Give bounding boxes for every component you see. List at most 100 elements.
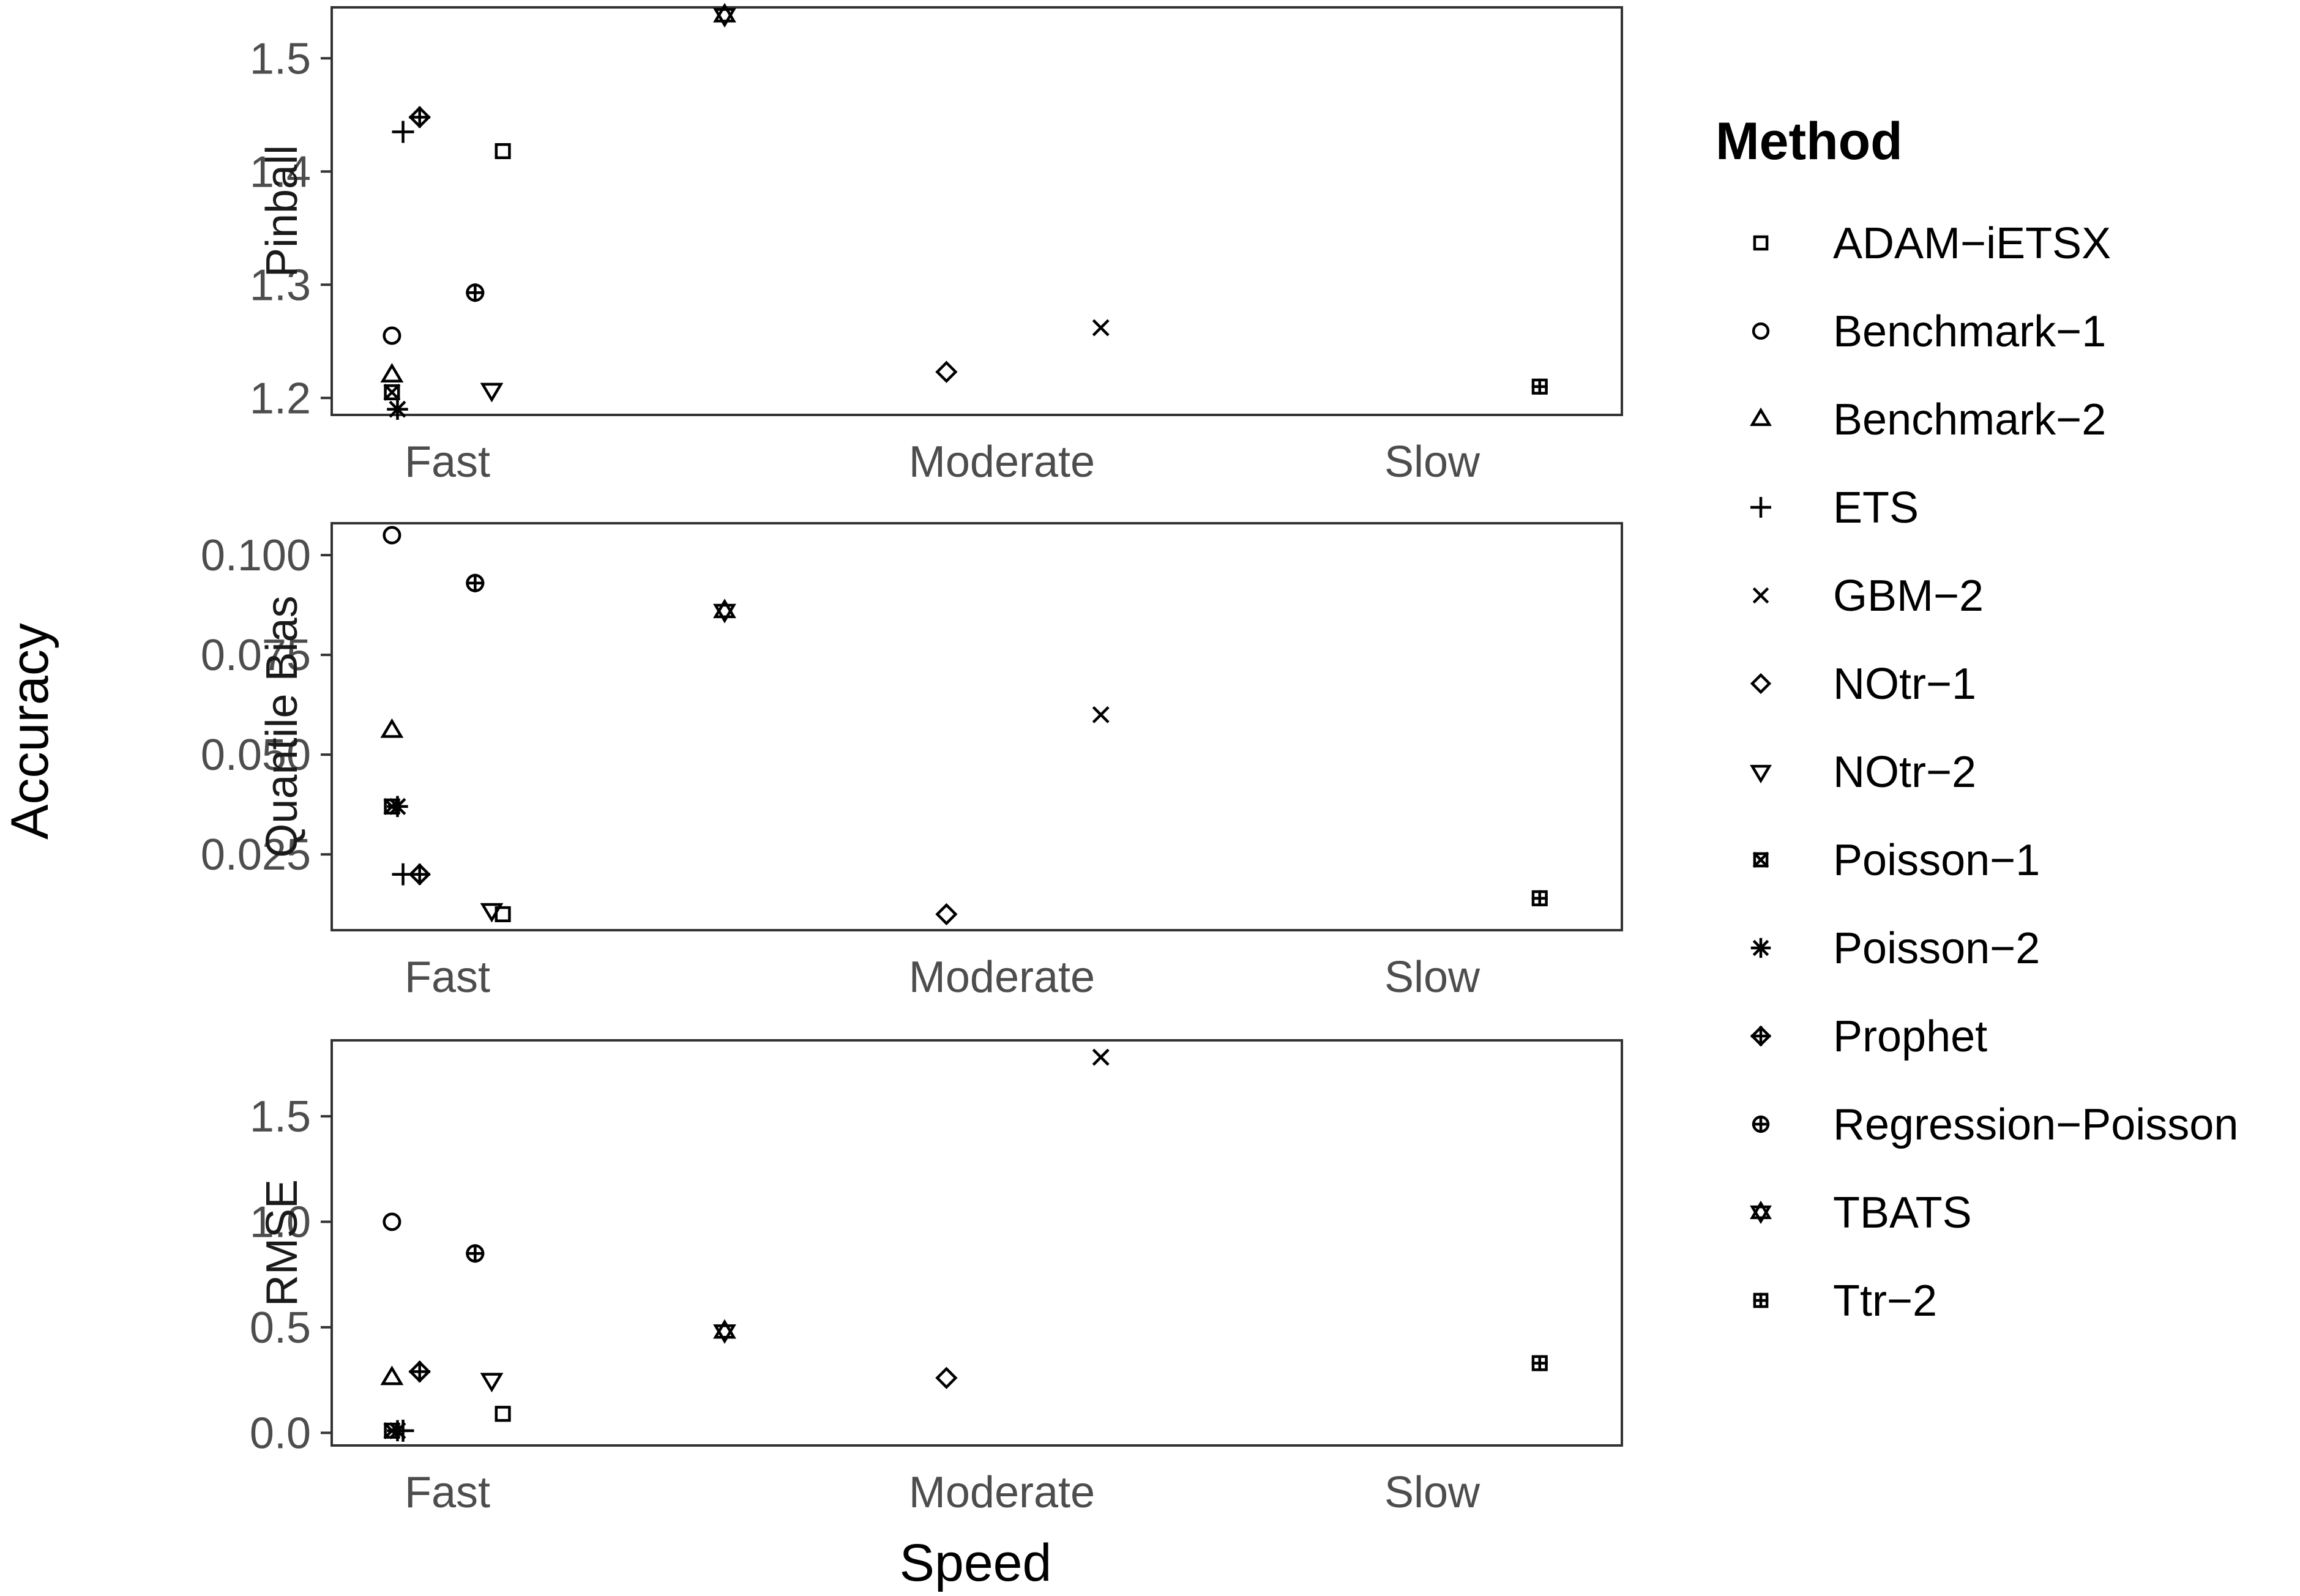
panel-border [330, 522, 1623, 931]
legend-item: Ttr−2 [1753, 1277, 1937, 1326]
point-GBM−2 [1092, 319, 1110, 337]
x-tick-label: Fast [405, 1468, 490, 1517]
legend-key [1752, 851, 1769, 868]
legend-item: Poisson−1 [1752, 836, 2040, 885]
legend-key [1750, 764, 1772, 784]
x-tick-label: Slow [1384, 438, 1480, 487]
point-Benchmark−2 [380, 363, 404, 382]
point-Benchmark−1 [383, 526, 401, 545]
y-tick-label: 0.075 [201, 631, 311, 680]
y-tick-label: 0.100 [201, 531, 311, 580]
legend-label: Benchmark−1 [1833, 307, 2106, 356]
point-Poisson−2 [387, 1420, 408, 1442]
panel-strip-label: Pinball [258, 145, 307, 277]
legend-label: ETS [1833, 483, 1919, 532]
legend-item: Prophet [1750, 1012, 1987, 1061]
y-tick-label: 1.5 [250, 34, 311, 83]
point-Benchmark−1 [383, 326, 401, 345]
x-tick-label: Fast [405, 953, 490, 1002]
legend-key [1750, 407, 1772, 427]
legend-title: Method [1716, 112, 1903, 171]
legend-item: NOtr−1 [1750, 660, 1976, 709]
x-tick-label: Fast [405, 438, 490, 487]
x-tick-label: Moderate [909, 438, 1095, 487]
legend-key [1752, 587, 1769, 604]
legend-item: Regression−Poisson [1752, 1100, 2238, 1149]
point-ADAM−iETSX [495, 143, 511, 159]
y-tick-label: 1.2 [250, 374, 311, 423]
point-Ttr−2 [1531, 378, 1548, 395]
point-Ttr−2 [1531, 890, 1548, 906]
y-axis-title: Accuracy [1, 623, 59, 840]
legend-item: Benchmark−2 [1750, 395, 2106, 444]
point-ADAM−iETSX [495, 1406, 511, 1422]
legend-label: Ttr−2 [1833, 1277, 1937, 1326]
legend-label: Regression−Poisson [1833, 1100, 2238, 1149]
panel-border [330, 6, 1623, 416]
legend-item: Poisson−2 [1750, 924, 2040, 973]
legend-key [1750, 673, 1772, 695]
point-NOtr−1 [935, 903, 958, 926]
x-tick-label: Moderate [909, 1468, 1095, 1517]
point-NOtr−2 [480, 1373, 504, 1393]
point-ETS [392, 121, 414, 143]
legend-label: GBM−2 [1833, 572, 1984, 621]
y-tick-label: 0.025 [201, 830, 311, 879]
legend-item: NOtr−2 [1750, 748, 1976, 797]
legend-label: Poisson−1 [1833, 836, 2040, 885]
point-Prophet [408, 863, 431, 886]
legend-item: ADAM−iETSX [1753, 219, 2111, 268]
point-NOtr−2 [480, 382, 504, 403]
legend-label: Benchmark−2 [1833, 395, 2106, 444]
y-tick-label: 1.0 [250, 1198, 311, 1247]
legend-label: ADAM−iETSX [1833, 219, 2111, 268]
legend-key [1750, 938, 1771, 958]
point-TBATS [713, 1319, 736, 1344]
y-tick-label: 1.4 [250, 147, 311, 196]
point-Prophet [408, 106, 431, 129]
legend-label: TBATS [1833, 1188, 1972, 1237]
legend-key [1752, 322, 1770, 340]
panel-rmse: 0.0 0.5 1.0 1.5 RMSE Fast Moderate Slow [250, 1039, 1623, 1517]
legend-label: NOtr−1 [1833, 660, 1976, 709]
point-Poisson−2 [387, 398, 408, 420]
x-tick-label: Moderate [909, 953, 1095, 1002]
x-tick-label: Slow [1384, 1468, 1480, 1517]
x-axis-title: Speed [900, 1534, 1052, 1592]
legend-item: Benchmark−1 [1752, 307, 2106, 356]
point-NOtr−1 [935, 360, 958, 383]
point-Regression−Poisson [466, 283, 485, 302]
point-Poisson−2 [387, 796, 408, 818]
point-TBATS [713, 2, 736, 28]
legend-key [1750, 1200, 1772, 1225]
point-Ttr−2 [1531, 1355, 1548, 1371]
point-Benchmark−1 [383, 1212, 401, 1231]
panel-pinball: 1.2 1.3 1.4 1.5 Pinball Fast Moderate Slow [250, 2, 1623, 487]
legend: Method ADAM−iETSX Benchmark−1 Benchmark−2 E… [1716, 112, 2238, 1326]
panel-quantile-bias: 0.025 0.050 0.075 0.100 Quantile Bias Fast Mod… [201, 522, 1623, 1002]
legend-item: ETS [1750, 483, 1919, 532]
y-tick-label: 0.5 [250, 1303, 311, 1352]
point-Benchmark−2 [380, 718, 404, 738]
legend-key [1750, 497, 1771, 518]
panel-strip-label: RMSE [258, 1179, 307, 1307]
y-tick-label: 0.050 [201, 731, 311, 780]
legend-key [1750, 1025, 1772, 1047]
legend-item: GBM−2 [1752, 572, 1984, 621]
point-Regression−Poisson [466, 573, 485, 592]
legend-key [1753, 1292, 1769, 1308]
legend-item: TBATS [1750, 1188, 1972, 1237]
y-tick-label: 1.5 [250, 1092, 311, 1141]
legend-label: NOtr−2 [1833, 748, 1976, 797]
point-GBM−2 [1092, 1048, 1110, 1066]
point-NOtr−2 [480, 903, 504, 923]
point-GBM−2 [1092, 706, 1110, 723]
panel-strip-label: Quantile Bias [258, 595, 307, 857]
point-Regression−Poisson [466, 1244, 485, 1263]
point-Prophet [408, 1360, 431, 1383]
point-TBATS [713, 598, 736, 624]
legend-key [1753, 235, 1769, 251]
point-Benchmark−2 [380, 1365, 404, 1385]
